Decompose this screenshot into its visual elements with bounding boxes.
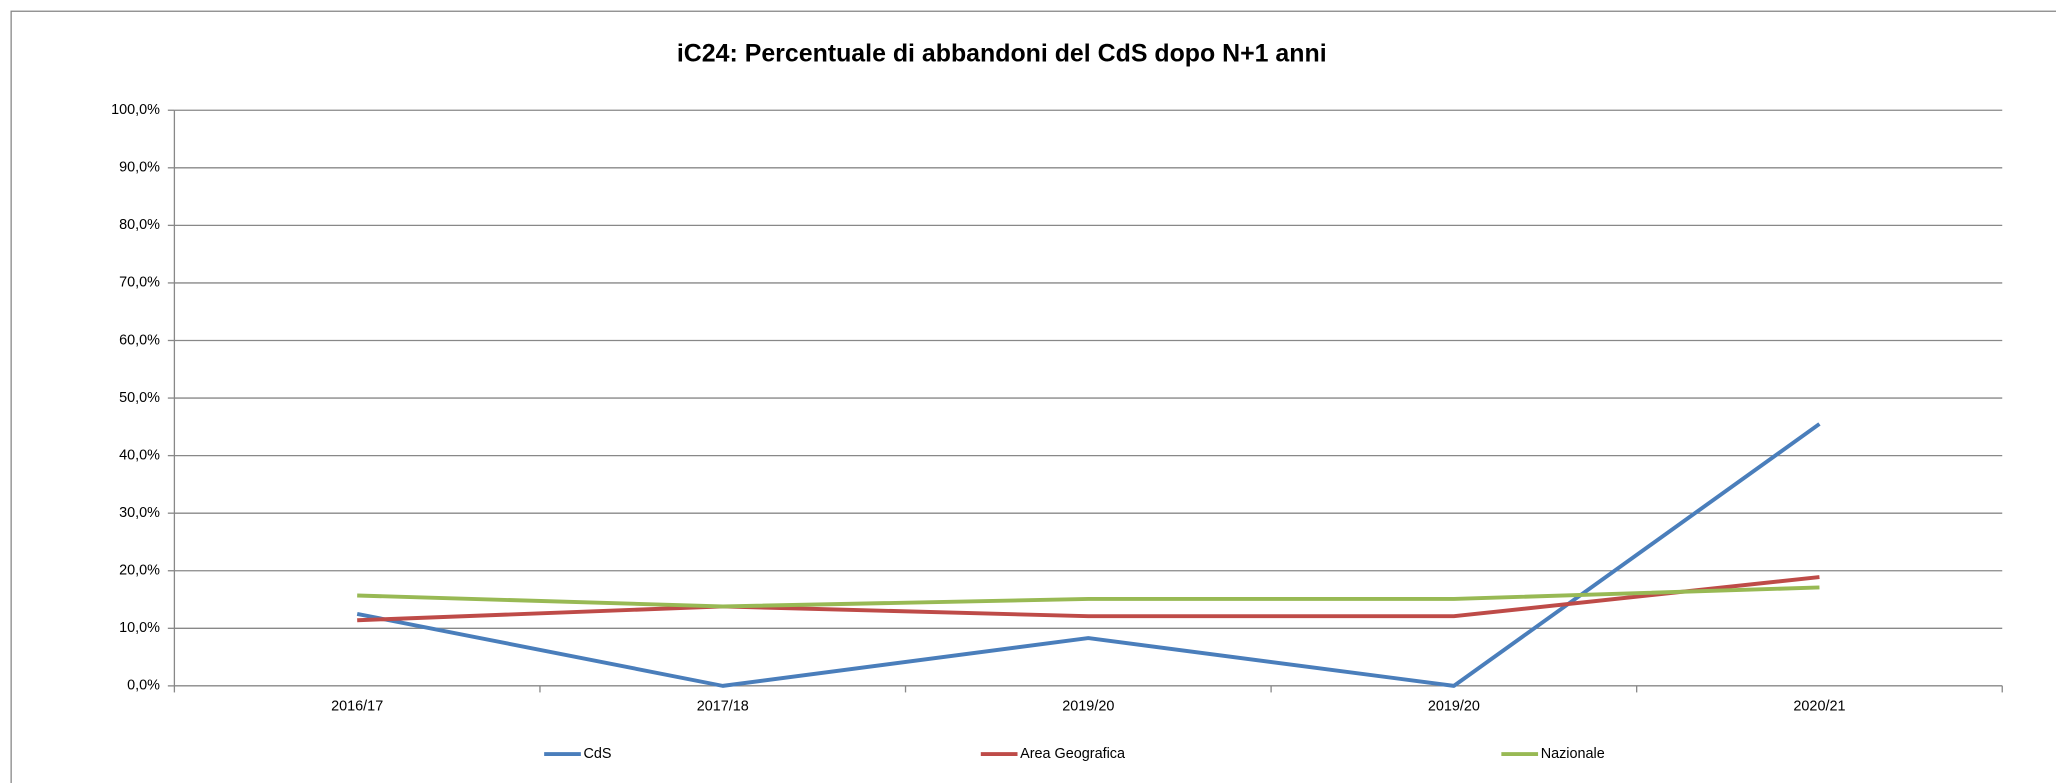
y-tick-label: 70,0%	[119, 275, 160, 291]
y-tick-label: 10,0%	[119, 620, 160, 636]
y-tick-label: 80,0%	[119, 217, 160, 233]
y-tick-label: 50,0%	[119, 390, 160, 406]
y-tick-label: 100,0%	[111, 102, 160, 118]
x-tick-label: 2017/18	[697, 699, 749, 715]
legend-label: CdS	[583, 746, 611, 762]
x-tick-label: 2019/20	[1062, 699, 1114, 715]
x-tick-label: 2016/17	[331, 699, 383, 715]
series-line	[357, 585, 1820, 609]
series-line	[357, 575, 1820, 623]
y-tick-label: 90,0%	[119, 160, 160, 176]
y-tick-label: 0,0%	[127, 678, 160, 694]
chart-title: iC24: Percentuale di abbandoni del CdS d…	[677, 40, 1327, 68]
series-line	[356, 422, 1821, 688]
chart-frame	[10, 10, 2056, 783]
y-tick-label: 40,0%	[119, 447, 160, 463]
y-tick-label: 20,0%	[119, 563, 160, 579]
legend-label: Area Geografica	[1020, 746, 1126, 762]
y-tick-label: 30,0%	[119, 505, 160, 521]
legend-label: Nazionale	[1541, 746, 1605, 762]
x-tick-label: 2019/20	[1428, 699, 1480, 715]
y-tick-label: 60,0%	[119, 332, 160, 348]
x-tick-label: 2020/21	[1793, 699, 1845, 715]
